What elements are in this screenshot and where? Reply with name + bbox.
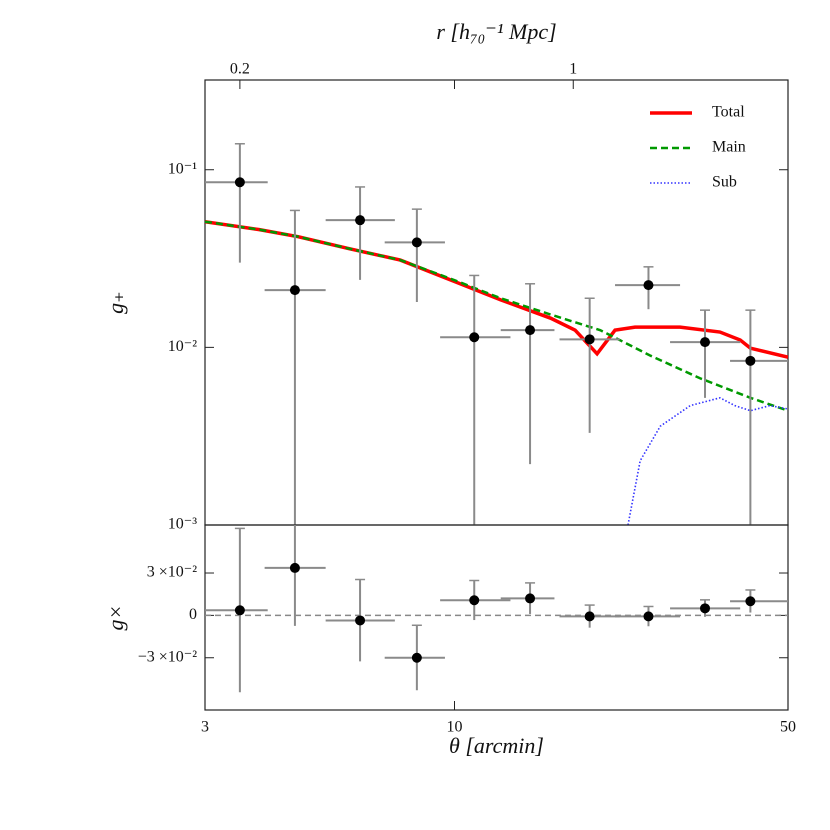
series-line: [205, 220, 788, 412]
y-tick-label: 3 ×10⁻²: [147, 564, 197, 581]
legend-label: Main: [712, 139, 746, 156]
y-axis-label: g×: [103, 605, 128, 631]
data-point: [525, 593, 536, 604]
y-tick-label: 10⁻¹: [168, 160, 197, 177]
x-tick-label: 50: [780, 719, 796, 736]
data-point: [355, 215, 366, 226]
data-point: [289, 285, 300, 296]
x-axis-label: θ [arcmin]: [449, 733, 544, 758]
data-point: [700, 337, 711, 348]
data-point: [700, 603, 711, 614]
plot-area: [205, 525, 788, 693]
y-tick-label: −3 ×10⁻²: [138, 648, 197, 665]
data-point: [234, 605, 245, 616]
x-tick-label: 3: [201, 719, 209, 736]
data-point: [584, 334, 595, 345]
legend-label: Total: [712, 104, 745, 121]
data-point: [469, 332, 480, 343]
legend-label: Sub: [712, 174, 737, 191]
y-tick-label: 10⁻²: [168, 338, 197, 355]
data-point: [745, 596, 756, 607]
data-point: [643, 611, 654, 622]
plot-frame: [204, 524, 789, 711]
x2-tick-label: 1: [569, 61, 577, 78]
x-tick-label: 10: [446, 719, 462, 736]
y-axis-label: g₊: [103, 291, 128, 314]
plot-area: [205, 143, 788, 525]
data-point: [643, 280, 654, 291]
series-line: [205, 219, 788, 359]
data-point: [469, 595, 480, 606]
data-point: [355, 615, 366, 626]
y-tick-label: 10⁻³: [168, 516, 197, 533]
data-point: [411, 237, 422, 248]
data-point: [584, 611, 595, 622]
x2-axis-label: r [h₇₀⁻¹ Mpc]: [436, 19, 556, 44]
x2-tick-label: 0.2: [230, 61, 250, 78]
data-point: [525, 325, 536, 336]
y-tick-label: 0: [189, 606, 197, 623]
data-point: [234, 177, 245, 188]
plot-frame: [204, 79, 789, 526]
data-point: [745, 355, 756, 366]
data-point: [289, 562, 300, 573]
series-line: [627, 396, 788, 525]
data-point: [411, 652, 422, 663]
